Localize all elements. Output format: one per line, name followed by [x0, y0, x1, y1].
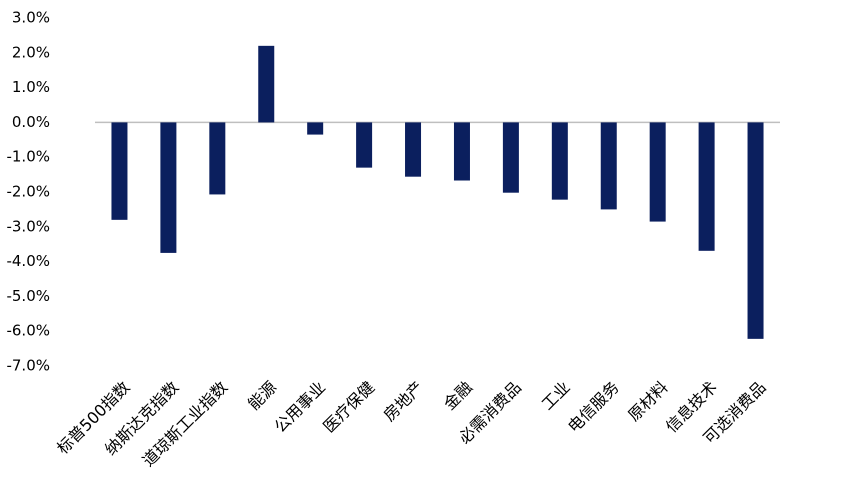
y-tick-label: 1.0%: [12, 78, 50, 96]
bar: [258, 45, 275, 123]
bar: [453, 122, 470, 181]
bar: [160, 122, 177, 253]
y-tick-label: 0.0%: [12, 113, 50, 131]
bar: [356, 122, 373, 168]
bar: [209, 122, 226, 195]
x-tick-label: 道琼斯工业指数: [139, 378, 232, 471]
y-tick-label: 3.0%: [12, 9, 50, 27]
bar: [502, 122, 519, 193]
y-tick-label: -5.0%: [6, 287, 50, 305]
x-tick-label: 能源: [244, 378, 280, 414]
y-tick-label: -6.0%: [6, 322, 50, 340]
x-tick-label: 房地产: [380, 378, 427, 425]
x-tick-label: 金融: [440, 378, 476, 414]
y-tick-label: -7.0%: [6, 357, 50, 375]
bar: [111, 122, 128, 220]
bar: [405, 122, 422, 177]
x-tick-label: 医疗保健: [319, 378, 378, 437]
y-tick-label: 2.0%: [12, 43, 50, 61]
x-tick-label: 工业: [538, 378, 574, 414]
bar: [698, 122, 715, 251]
y-tick-label: -4.0%: [6, 252, 50, 270]
bar: [600, 122, 617, 210]
bar: [649, 122, 666, 222]
y-tick-label: -3.0%: [6, 217, 50, 235]
bar: [551, 122, 568, 200]
bar: [307, 122, 324, 135]
x-tick-label: 公用事业: [270, 378, 329, 437]
y-tick-label: -2.0%: [6, 183, 50, 201]
bar: [747, 122, 764, 339]
x-tick-label: 原材料: [624, 378, 671, 425]
x-tick-label: 电信服务: [564, 378, 623, 437]
y-tick-label: -1.0%: [6, 148, 50, 166]
